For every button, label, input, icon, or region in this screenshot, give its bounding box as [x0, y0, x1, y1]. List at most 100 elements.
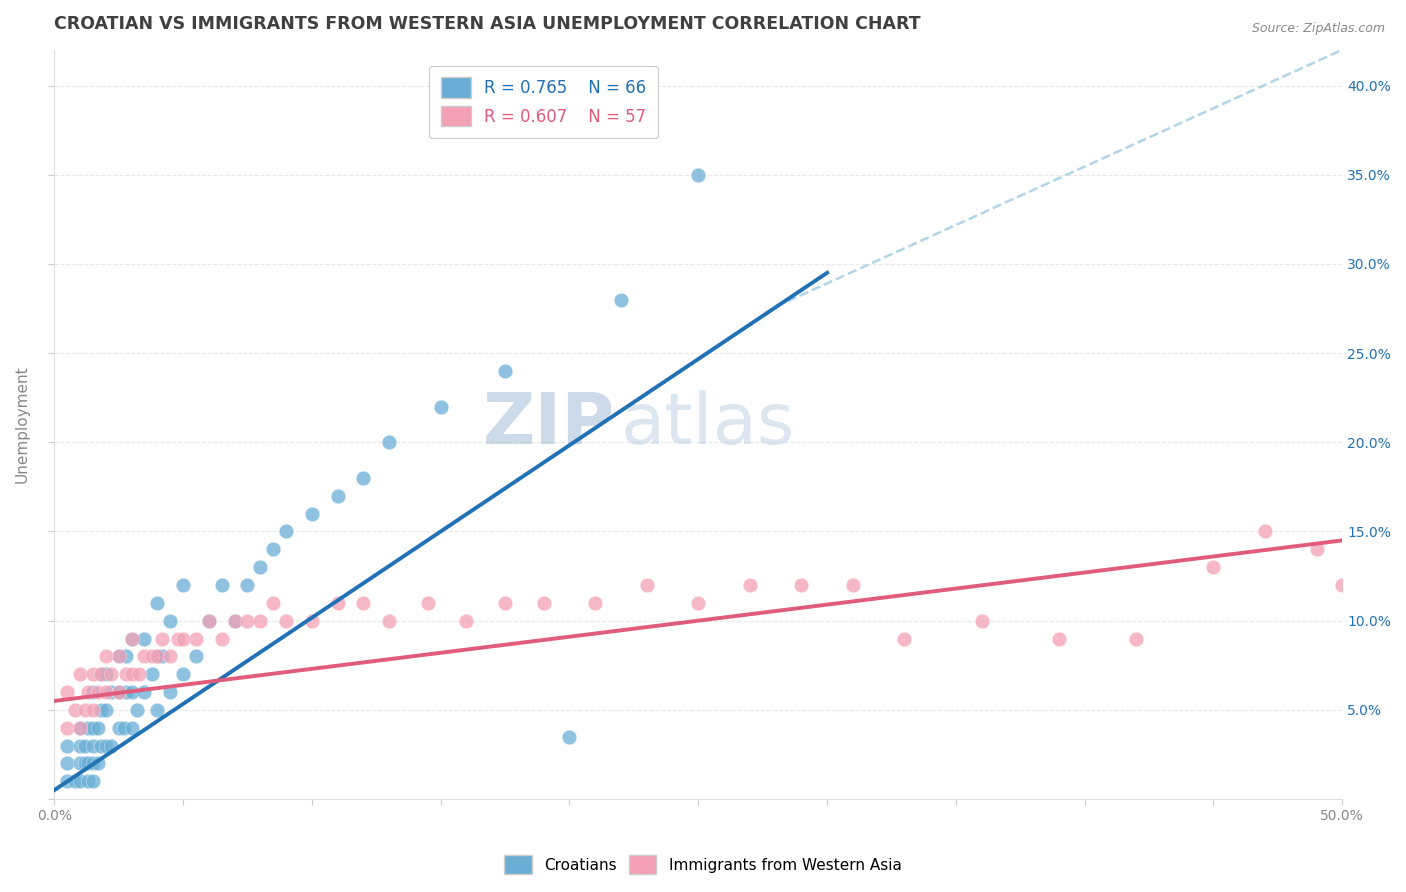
Point: [87, 685, 110, 699]
Point: [688, 168, 710, 182]
Point: [76, 756, 98, 771]
Point: [429, 400, 451, 414]
Point: [100, 667, 122, 681]
Point: [82, 774, 104, 789]
Point: [416, 596, 439, 610]
Point: [326, 489, 349, 503]
Point: [636, 578, 658, 592]
Legend: R = 0.765    N = 66, R = 0.607    N = 57: R = 0.765 N = 66, R = 0.607 N = 57: [429, 66, 658, 138]
Point: [82, 756, 104, 771]
Point: [69, 756, 91, 771]
Point: [94, 703, 117, 717]
Point: [107, 721, 129, 735]
Point: [159, 685, 181, 699]
Point: [224, 614, 246, 628]
Point: [69, 667, 91, 681]
Point: [198, 614, 221, 628]
Point: [76, 685, 98, 699]
Text: atlas: atlas: [621, 390, 796, 459]
Point: [115, 649, 138, 664]
Point: [1254, 524, 1277, 539]
Point: [893, 632, 915, 646]
Point: [558, 730, 581, 744]
Point: [63, 703, 86, 717]
Point: [326, 596, 349, 610]
Text: ZIP: ZIP: [482, 390, 614, 459]
Point: [1202, 560, 1225, 574]
Point: [1305, 542, 1327, 557]
Point: [211, 578, 233, 592]
Point: [107, 685, 129, 699]
Point: [56, 739, 79, 753]
Point: [1047, 632, 1070, 646]
Point: [121, 667, 143, 681]
Point: [146, 703, 169, 717]
Point: [184, 649, 207, 664]
Point: [276, 524, 298, 539]
Point: [583, 596, 606, 610]
Point: [56, 774, 79, 789]
Point: [69, 721, 91, 735]
Point: [56, 756, 79, 771]
Point: [159, 614, 181, 628]
Point: [87, 721, 110, 735]
Point: [94, 649, 117, 664]
Point: [152, 632, 174, 646]
Point: [146, 649, 169, 664]
Point: [121, 632, 143, 646]
Point: [146, 596, 169, 610]
Point: [90, 667, 112, 681]
Point: [211, 632, 233, 646]
Point: [90, 667, 112, 681]
Point: [236, 578, 259, 592]
Point: [276, 614, 298, 628]
Text: CROATIAN VS IMMIGRANTS FROM WESTERN ASIA UNEMPLOYMENT CORRELATION CHART: CROATIAN VS IMMIGRANTS FROM WESTERN ASIA…: [55, 15, 921, 33]
Point: [69, 739, 91, 753]
Point: [87, 756, 110, 771]
Point: [76, 774, 98, 789]
Point: [262, 596, 284, 610]
Point: [172, 578, 194, 592]
Point: [82, 703, 104, 717]
Point: [82, 739, 104, 753]
Point: [115, 667, 138, 681]
Point: [378, 435, 401, 450]
Point: [94, 685, 117, 699]
Point: [172, 667, 194, 681]
Point: [494, 596, 516, 610]
Point: [224, 614, 246, 628]
Point: [75, 739, 97, 753]
Point: [494, 364, 516, 378]
Point: [82, 685, 104, 699]
Y-axis label: Unemployment: Unemployment: [15, 366, 30, 483]
Legend: Croatians, Immigrants from Western Asia: Croatians, Immigrants from Western Asia: [498, 849, 908, 880]
Point: [100, 685, 122, 699]
Point: [167, 632, 190, 646]
Point: [236, 614, 259, 628]
Point: [56, 721, 79, 735]
Point: [301, 614, 323, 628]
Point: [159, 649, 181, 664]
Point: [82, 721, 104, 735]
Point: [688, 596, 710, 610]
Point: [128, 667, 150, 681]
Point: [790, 578, 813, 592]
Point: [125, 703, 148, 717]
Point: [69, 774, 91, 789]
Point: [352, 471, 374, 485]
Point: [1331, 578, 1354, 592]
Point: [75, 703, 97, 717]
Point: [533, 596, 555, 610]
Point: [141, 649, 163, 664]
Point: [121, 685, 143, 699]
Point: [146, 649, 169, 664]
Point: [76, 721, 98, 735]
Point: [121, 721, 143, 735]
Point: [107, 649, 129, 664]
Point: [842, 578, 865, 592]
Point: [172, 632, 194, 646]
Point: [100, 739, 122, 753]
Point: [69, 721, 91, 735]
Point: [90, 739, 112, 753]
Point: [249, 614, 271, 628]
